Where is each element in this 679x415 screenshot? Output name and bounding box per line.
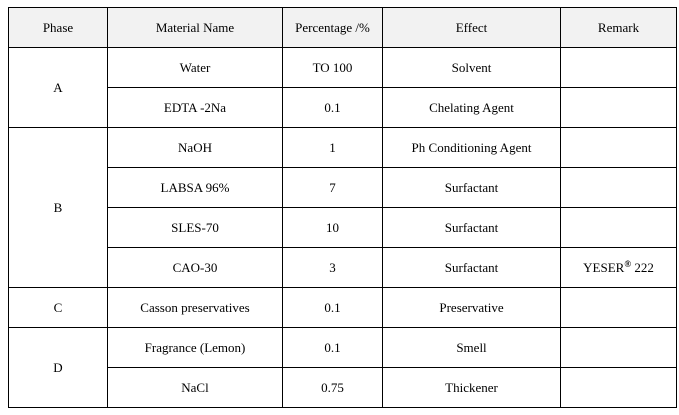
percentage-cell: 0.75 — [282, 367, 383, 408]
table-header: Phase Material Name Percentage /% Effect… — [8, 7, 677, 48]
table-row: D Fragrance (Lemon) 0.1 Smell — [8, 327, 677, 408]
material-name-cell: Casson preservatives — [107, 287, 283, 328]
table-row: NaCl 0.75 Thickener — [9, 367, 677, 408]
percentage-cell: 3 — [282, 247, 383, 288]
header-phase: Phase — [8, 7, 108, 48]
phase-cell: D — [8, 327, 108, 408]
header-remark: Remark — [560, 7, 677, 48]
table-row: LABSA 96% 7 Surfactant — [9, 167, 677, 208]
formula-table: Phase Material Name Percentage /% Effect… — [8, 7, 677, 408]
effect-cell: Chelating Agent — [382, 87, 561, 128]
header-percentage: Percentage /% — [282, 7, 383, 48]
percentage-cell: 0.1 — [282, 87, 383, 128]
percentage-cell: 10 — [282, 207, 383, 248]
table-row: C Casson preservatives 0.1 Preservative — [8, 287, 677, 328]
remark-cell — [560, 287, 677, 328]
effect-cell: Surfactant — [382, 207, 561, 248]
effect-cell: Preservative — [382, 287, 561, 328]
percentage-cell: 1 — [282, 127, 383, 168]
material-name-cell: NaOH — [107, 127, 283, 168]
remark-cell — [560, 367, 677, 408]
effect-cell: Ph Conditioning Agent — [382, 127, 561, 168]
material-name-cell: EDTA -2Na — [107, 87, 283, 128]
effect-cell: Surfactant — [382, 167, 561, 208]
percentage-cell: 0.1 — [282, 287, 383, 328]
percentage-cell: TO 100 — [282, 47, 383, 88]
effect-cell: Thickener — [382, 367, 561, 408]
table-row: EDTA -2Na 0.1 Chelating Agent — [9, 87, 677, 128]
table-body: A Water TO 100 Solvent EDTA -2Na 0.1 Chelating… — [8, 47, 677, 408]
phase-cell: B — [8, 127, 108, 288]
material-name-cell: SLES-70 — [107, 207, 283, 248]
table-row: CAO-30 3 Surfactant YESER® 222 — [9, 247, 677, 288]
effect-cell: Solvent — [382, 47, 561, 88]
effect-cell: Surfactant — [382, 247, 561, 288]
remark-cell — [560, 327, 677, 368]
material-name-cell: CAO-30 — [107, 247, 283, 288]
material-name-cell: NaCl — [107, 367, 283, 408]
table-row: A Water TO 100 Solvent — [8, 47, 677, 128]
phase-cell: C — [8, 287, 108, 328]
remark-cell — [560, 207, 677, 248]
table-row: SLES-70 10 Surfactant — [9, 207, 677, 248]
remark-cell — [560, 167, 677, 208]
header-material-name: Material Name — [107, 7, 283, 48]
table-row: B NaOH 1 Ph Conditioning Agent — [8, 127, 677, 288]
remark-cell: YESER® 222 — [560, 247, 677, 288]
effect-cell: Smell — [382, 327, 561, 368]
percentage-cell: 7 — [282, 167, 383, 208]
remark-cell — [560, 47, 677, 88]
percentage-cell: 0.1 — [282, 327, 383, 368]
header-effect: Effect — [382, 7, 561, 48]
phase-cell: A — [8, 47, 108, 128]
header-row: Phase Material Name Percentage /% Effect… — [8, 7, 677, 48]
material-name-cell: Water — [107, 47, 283, 88]
remark-cell — [560, 127, 677, 168]
remark-cell — [560, 87, 677, 128]
material-name-cell: LABSA 96% — [107, 167, 283, 208]
material-name-cell: Fragrance (Lemon) — [107, 327, 283, 368]
